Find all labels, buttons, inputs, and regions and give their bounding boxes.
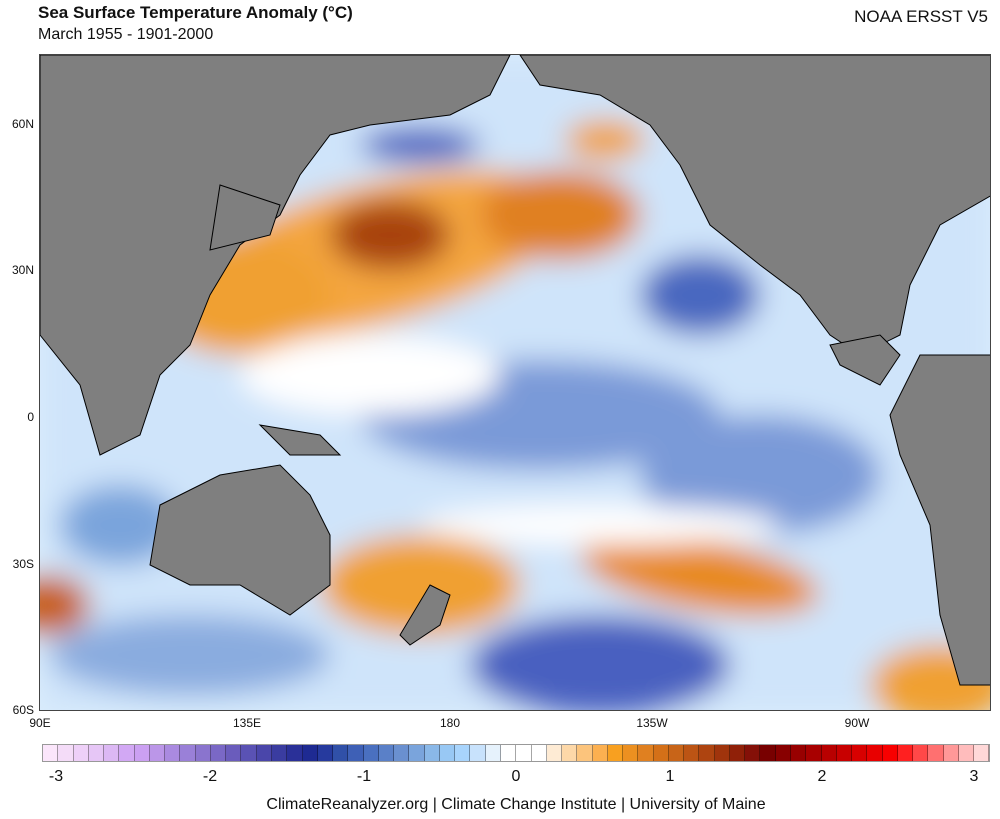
lon-label-90w: 90W xyxy=(844,716,870,730)
colorbar-swatch xyxy=(668,745,685,761)
lat-label-60n: 60N xyxy=(11,117,34,131)
colorbar-swatch xyxy=(378,745,395,761)
colorbar-swatch xyxy=(134,745,150,761)
colorbar-swatch xyxy=(836,745,853,761)
colorbar-swatch xyxy=(439,745,456,761)
colorbar-swatch xyxy=(943,745,959,761)
colorbar-tick: -2 xyxy=(202,768,218,785)
colorbar-swatch xyxy=(302,745,318,761)
colorbar-swatch xyxy=(424,745,440,761)
south-america-landmass xyxy=(889,354,990,686)
colorbar-tick: 3 xyxy=(969,768,979,785)
colorbar-swatch xyxy=(271,745,288,761)
colorbar-swatch xyxy=(623,745,639,761)
new-zealand-landmass xyxy=(399,584,451,646)
colorbar-swatch xyxy=(119,745,135,761)
colorbar-swatch xyxy=(226,745,242,761)
colorbar-swatch xyxy=(913,745,929,761)
colorbar-swatch xyxy=(867,745,883,761)
colorbar-swatch xyxy=(958,745,975,761)
asia-landmass xyxy=(40,55,511,456)
colorbar-swatch xyxy=(699,745,715,761)
colorbar-swatch xyxy=(58,745,74,761)
colorbar-tick: -3 xyxy=(48,768,64,785)
colorbar-tick: 2 xyxy=(817,768,827,785)
colorbar-swatch xyxy=(149,745,166,761)
colorbar-swatch xyxy=(592,745,608,761)
australia-landmass xyxy=(149,464,331,616)
colorbar-swatch xyxy=(531,745,547,761)
colorbar-swatch xyxy=(974,745,990,761)
colorbar-swatch xyxy=(638,745,654,761)
colorbar-swatch xyxy=(73,745,89,761)
colorbar-swatch xyxy=(43,745,59,761)
footer-credit: ClimateReanalyzer.org | Climate Change I… xyxy=(266,796,766,813)
colorbar-tick: 0 xyxy=(511,768,521,785)
colorbar-swatch xyxy=(317,745,334,761)
land-masses xyxy=(40,55,990,686)
colorbar-swatch xyxy=(241,745,257,761)
colorbar-swatch xyxy=(470,745,486,761)
colorbar-swatch xyxy=(928,745,944,761)
colorbar-swatch xyxy=(88,745,105,761)
colorbar xyxy=(42,744,990,762)
lon-label-135w: 135W xyxy=(636,716,668,730)
colorbar-swatch xyxy=(745,745,761,761)
map-subtitle: March 1955 - 1901-2000 xyxy=(38,26,214,43)
colorbar-swatch xyxy=(455,745,471,761)
colorbar-swatch xyxy=(363,745,379,761)
colorbar-swatch xyxy=(348,745,364,761)
colorbar-tick: 1 xyxy=(665,768,675,785)
colorbar-swatch xyxy=(165,745,181,761)
colorbar-swatch xyxy=(485,745,501,761)
dataset-label: NOAA ERSST V5 xyxy=(854,7,988,26)
colorbar-swatch xyxy=(546,745,563,761)
lon-label-135e: 135E xyxy=(232,716,262,730)
colorbar-swatch xyxy=(729,745,746,761)
map-canvas xyxy=(40,55,990,710)
colorbar-swatch xyxy=(714,745,730,761)
lat-label-30n: 30N xyxy=(11,263,34,277)
colorbar-swatch xyxy=(897,745,914,761)
colorbar-swatch xyxy=(760,745,776,761)
colorbar-swatch xyxy=(562,745,578,761)
lat-label-60s: 60S xyxy=(12,703,34,717)
colorbar-swatch xyxy=(775,745,792,761)
colorbar-swatch xyxy=(607,745,624,761)
colorbar-swatch xyxy=(333,745,349,761)
colorbar-tick: -1 xyxy=(356,768,372,785)
colorbar-swatch xyxy=(821,745,837,761)
colorbar-swatch xyxy=(394,745,410,761)
colorbar-swatch xyxy=(287,745,303,761)
colorbar-swatch xyxy=(653,745,669,761)
colorbar-swatch xyxy=(516,745,532,761)
colorbar-swatch xyxy=(684,745,700,761)
colorbar-swatch xyxy=(195,745,211,761)
north-america-landmass xyxy=(519,55,990,356)
lat-label-0: 0 xyxy=(27,410,34,424)
colorbar-swatch xyxy=(210,745,227,761)
colorbar-swatch xyxy=(791,745,807,761)
japan-landmass xyxy=(209,184,281,251)
central-america-landmass xyxy=(829,334,901,386)
colorbar-swatch xyxy=(882,745,898,761)
colorbar-swatch xyxy=(577,745,593,761)
colorbar-swatch xyxy=(256,745,272,761)
new-guinea-landmass xyxy=(258,424,342,456)
map-title: Sea Surface Temperature Anomaly (°C) xyxy=(38,3,353,22)
lon-label-180: 180 xyxy=(439,716,461,730)
lat-label-30s: 30S xyxy=(12,557,34,571)
colorbar-swatch xyxy=(180,745,196,761)
sst-anomaly-map xyxy=(39,54,991,711)
colorbar-swatch xyxy=(409,745,425,761)
colorbar-swatch xyxy=(852,745,868,761)
colorbar-swatch xyxy=(500,745,517,761)
lon-label-90e: 90E xyxy=(29,716,51,730)
colorbar-swatch xyxy=(104,745,120,761)
colorbar-swatch xyxy=(806,745,822,761)
